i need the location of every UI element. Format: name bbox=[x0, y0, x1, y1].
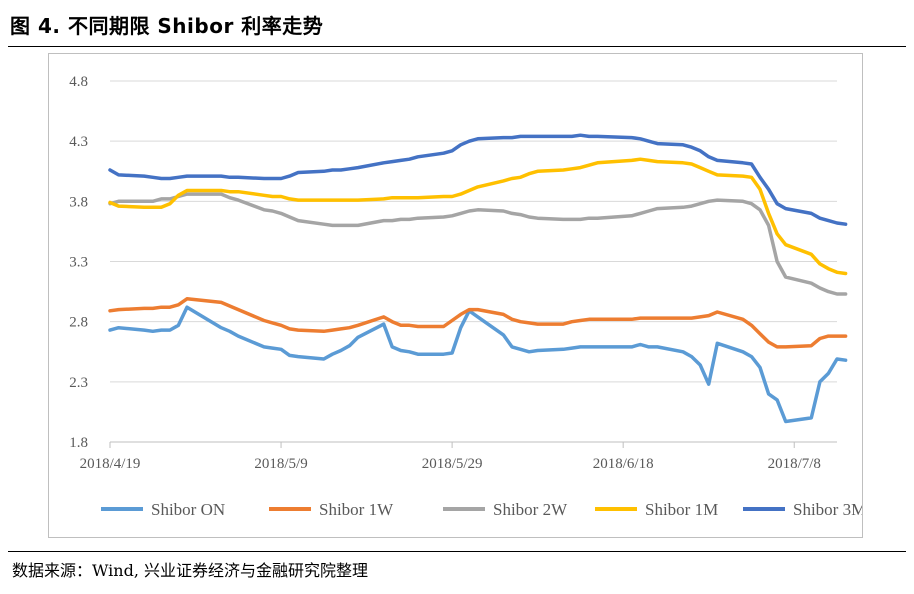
figure-title: 图 4. 不同期限 Shibor 利率走势 bbox=[10, 14, 324, 38]
x-tick-label: 2018/6/18 bbox=[593, 456, 654, 472]
y-tick-label: 3.8 bbox=[69, 194, 88, 210]
legend-label-0: Shibor ON bbox=[151, 500, 225, 519]
series-line-2 bbox=[108, 192, 848, 296]
series-line-1 bbox=[108, 297, 848, 349]
x-tick-label: 2018/7/8 bbox=[768, 456, 821, 472]
source-rule bbox=[8, 551, 906, 552]
y-tick-label: 1.8 bbox=[69, 435, 88, 451]
series-line-4 bbox=[108, 133, 848, 226]
title-rule bbox=[8, 46, 906, 47]
x-tick-label: 2018/5/29 bbox=[422, 456, 483, 472]
series-line-3 bbox=[108, 157, 848, 276]
legend-label-1: Shibor 1W bbox=[319, 500, 394, 519]
gridlines bbox=[110, 80, 837, 443]
x-axis-ticks: 2018/4/19 2018/5/9 2018/5/29 2018/6/18 2018/… bbox=[80, 441, 837, 472]
series-lines bbox=[108, 133, 848, 424]
series-line-0 bbox=[108, 305, 848, 424]
legend-label-4: Shibor 3M bbox=[793, 500, 862, 519]
chart-frame: 1.8 2.3 2.8 3.3 3.8 4.3 4.8 2018/4/19 2018/5/9 2… bbox=[48, 53, 866, 538]
legend-label-3: Shibor 1M bbox=[645, 500, 718, 519]
line-chart: 1.82.32.83.33.84.34.8 2018/4/19 2018/5/9 2… bbox=[69, 74, 866, 519]
legend: Shibor ON Shibor 1W Shibor 2W Shibor 1M Shib… bbox=[101, 500, 866, 519]
y-axis-ticks: 1.8 2.3 2.8 3.3 3.8 4.3 4.8 bbox=[69, 74, 88, 451]
x-tick-label: 2018/5/9 bbox=[254, 456, 307, 472]
y-tick-label: 4.3 bbox=[69, 134, 88, 150]
source-note: 数据来源：Wind, 兴业证券经济与金融研究院整理 bbox=[12, 561, 369, 580]
legend-label-2: Shibor 2W bbox=[493, 500, 568, 519]
y-tick-label: 2.8 bbox=[69, 315, 88, 331]
y-tick-label: 3.3 bbox=[69, 255, 88, 271]
x-tick-label: 2018/4/19 bbox=[80, 456, 141, 472]
y-tick-label: 4.8 bbox=[69, 74, 88, 90]
y-tick-label: 2.3 bbox=[69, 375, 88, 391]
